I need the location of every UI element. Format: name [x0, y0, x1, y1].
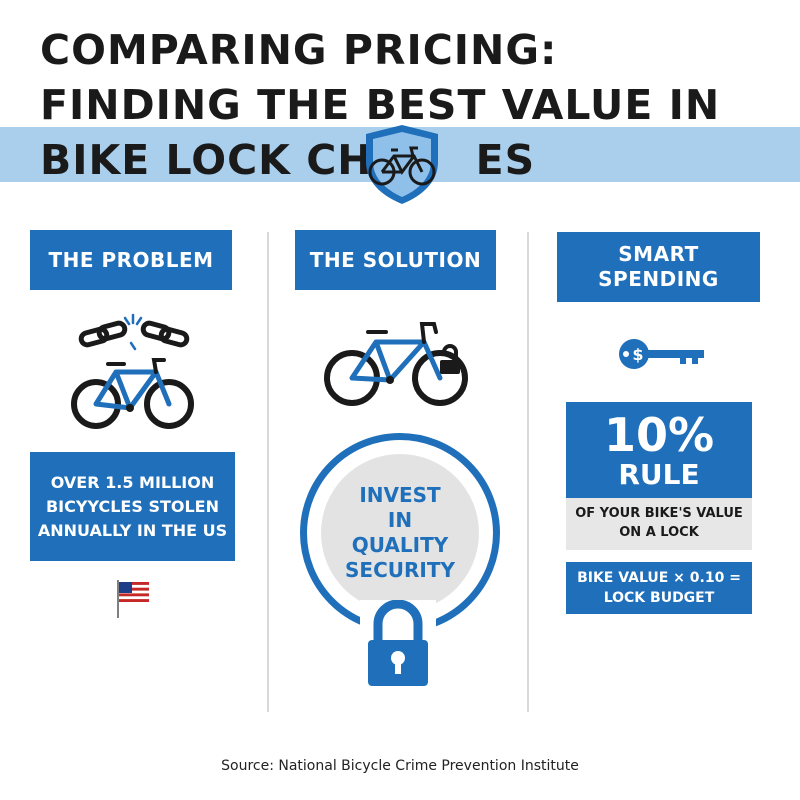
- circle-line-4: SECURITY: [345, 558, 455, 582]
- title-line-3-end: ES: [475, 136, 536, 184]
- smart-heading-line-1: SMART: [618, 242, 699, 266]
- title-line-1: COMPARING PRICING:: [40, 26, 558, 74]
- broken-chain-icon: [78, 313, 190, 351]
- formula-line-2: LOCK BUDGET: [603, 590, 715, 606]
- column-divider-2: [527, 232, 529, 712]
- fact-line-2: BICYYCLES STOLEN: [45, 496, 219, 516]
- locked-bicycle-icon: [324, 322, 468, 406]
- source-citation: Source: National Bicycle Crime Preventio…: [221, 758, 579, 774]
- smart-heading-line-2: SPENDING: [598, 267, 719, 291]
- stolen-bikes-fact: OVER 1.5 MILLION BICYYCLES STOLEN ANNUAL…: [30, 452, 235, 561]
- circle-line-3: QUALITY: [351, 533, 449, 557]
- formula-line-1: BIKE VALUE × 0.10 =: [577, 569, 741, 586]
- padlock-icon: [360, 600, 436, 690]
- title-line-3: BIKE LOCK CH ES: [40, 140, 535, 181]
- solution-heading: THE SOLUTION: [295, 230, 496, 290]
- rule-sub-line-1: OF YOUR BIKE'S VALUE: [575, 506, 743, 522]
- column-divider-1: [267, 232, 269, 712]
- invest-circle-inner: INVEST IN QUALITY SECURITY: [321, 454, 479, 612]
- svg-text:$: $: [632, 345, 643, 364]
- ten-percent-rule-box: 10% RULE OF YOUR BIKE'S VALUE ON A LOCK: [566, 402, 752, 550]
- circle-line-1: INVEST: [359, 483, 441, 507]
- fact-line-1: OVER 1.5 MILLION: [50, 472, 215, 492]
- rule-word: RULE: [618, 458, 700, 491]
- lock-budget-formula: BIKE VALUE × 0.10 = LOCK BUDGET: [566, 562, 752, 614]
- smart-spending-heading: SMART SPENDING: [557, 232, 760, 302]
- us-flag-icon: [117, 580, 149, 618]
- fact-line-3: ANNUALLY IN THE US: [37, 520, 228, 540]
- circle-line-2: IN: [387, 508, 413, 532]
- rule-description: OF YOUR BIKE'S VALUE ON A LOCK: [566, 498, 752, 550]
- dollar-key-icon: $: [619, 339, 704, 369]
- shield-bike-icon: [366, 125, 438, 204]
- rule-percent: 10%: [603, 408, 715, 462]
- bicycle-icon: [71, 358, 194, 429]
- title-line-3-start: BIKE LOCK CH: [40, 136, 373, 184]
- title-line-2: FINDING THE BEST VALUE IN: [40, 81, 721, 129]
- problem-heading: THE PROBLEM: [30, 230, 232, 290]
- rule-sub-line-2: ON A LOCK: [619, 525, 699, 540]
